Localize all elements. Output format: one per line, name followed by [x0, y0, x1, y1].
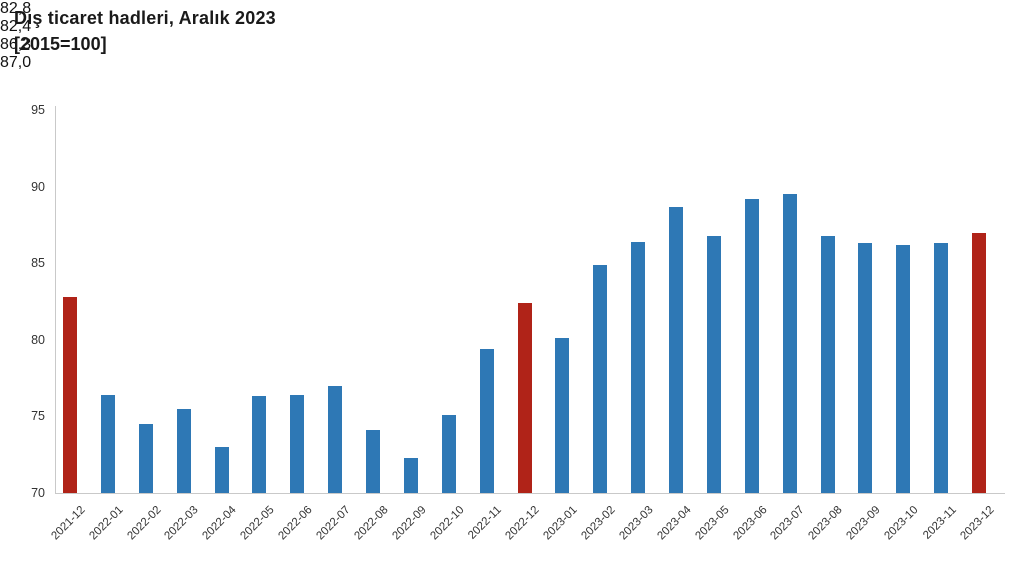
x-tick-label: 2022-01: [87, 504, 126, 543]
chart-subtitle: [2015=100]: [14, 34, 107, 54]
bar-value-label: 86,3: [0, 36, 32, 53]
y-tick-label: 80: [31, 332, 45, 347]
bar: [403, 457, 418, 493]
bar: [593, 264, 608, 493]
bar: [782, 194, 797, 493]
x-tick-label: 2023-08: [806, 504, 845, 543]
x-tick-label: 2023-10: [882, 504, 921, 543]
plot-area: 70 75 80 85 90 95 82,8 2021-12 2022-01 2022-02 202…: [0, 0, 1014, 542]
x-tick-label: 2022-03: [162, 504, 202, 543]
bar: [138, 424, 153, 493]
x-tick-label: 2022-12: [503, 504, 542, 543]
x-tick-label: 2023-06: [730, 504, 770, 543]
bar: [706, 235, 721, 493]
bar: [896, 244, 911, 493]
bar: [214, 447, 229, 493]
x-tick-label: 2021-12: [49, 504, 88, 543]
x-tick-label: 2023-05: [693, 504, 732, 543]
bar: [366, 430, 380, 493]
x-tick-label: 2023-11: [920, 504, 959, 542]
x-tick-label: 2022-05: [238, 504, 277, 543]
bar-value-label: 82,4: [0, 18, 32, 35]
chart-title: Dış ticaret hadleri, Aralık 2023: [14, 8, 276, 28]
y-axis-line: [55, 106, 56, 493]
bar: [555, 338, 570, 493]
bar-highlighted: [517, 303, 532, 493]
bar: [858, 243, 873, 493]
bar: [479, 348, 494, 493]
bar: [176, 408, 191, 493]
y-tick-label: 75: [31, 409, 45, 424]
x-tick-label: 2022-06: [276, 504, 315, 543]
x-tick-label: 2022-04: [200, 504, 239, 543]
bar: [252, 396, 267, 493]
x-tick-label: 2022-11: [466, 504, 505, 542]
x-tick-label: 2023-04: [655, 504, 694, 543]
x-tick-label: 2023-01: [541, 504, 580, 543]
bar: [820, 235, 835, 493]
x-tick-label: 2022-02: [124, 504, 164, 543]
bar-highlighted: [63, 296, 77, 493]
x-tick-label: 2022-07: [314, 504, 353, 543]
y-tick-label: 70: [31, 486, 45, 500]
bar-value-label: 82,8: [0, 0, 32, 17]
x-tick-label: 2023-03: [617, 504, 656, 543]
x-axis-line: [55, 493, 1005, 494]
x-tick-label: 2023-02: [579, 504, 618, 543]
bar-value-label: 87,0: [0, 54, 32, 71]
x-tick-label: 2023-09: [844, 504, 883, 543]
bar: [669, 206, 683, 493]
bar: [934, 243, 949, 493]
x-tick-label: 2022-08: [352, 504, 391, 543]
x-tick-label: 2023-07: [768, 504, 808, 543]
y-tick-label: 85: [31, 256, 45, 271]
bar: [328, 385, 343, 493]
bar: [631, 241, 646, 493]
x-tick-label: 2022-10: [427, 504, 467, 543]
bar-highlighted: [972, 232, 986, 493]
x-tick-label: 2023-12: [958, 504, 997, 543]
y-tick-label: 95: [31, 103, 45, 117]
bar: [100, 394, 115, 493]
bar: [744, 198, 759, 493]
y-tick-label: 90: [31, 179, 45, 194]
x-tick-label: 2022-09: [390, 504, 429, 543]
bar: [441, 414, 456, 493]
bar: [290, 394, 305, 493]
